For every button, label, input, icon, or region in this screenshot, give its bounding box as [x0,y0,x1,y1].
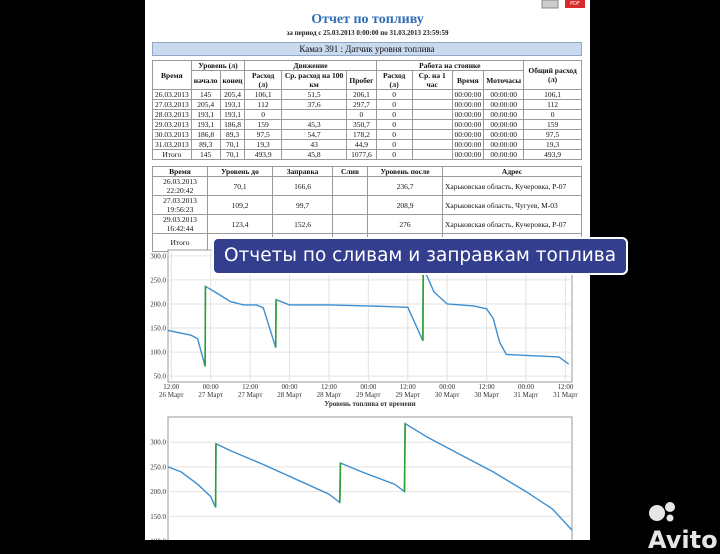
watermark-text: Avito [648,526,718,554]
x-tick-label: 31 Март [514,391,539,399]
x-tick-label: 12:00 [557,383,573,391]
x-tick-label: 29 Март [356,391,381,399]
x-tick-label: 12:00 [242,383,258,391]
y-tick-label: 200.0 [150,300,166,308]
x-tick-label: 31 Март [553,391,578,399]
x-tick-label: 12:00 [163,383,179,391]
x-tick-label: 30 Март [474,391,499,399]
x-tick-label: 00:00 [282,383,298,391]
watermark: Avito [648,498,720,554]
y-tick-label: 150.0 [150,513,166,521]
x-tick-label: 30 Март [435,391,460,399]
plot-frame [168,417,572,540]
caption-banner: Отчеты по сливам и заправкам топлива [212,237,628,275]
refuel-jump [340,463,341,503]
x-tick-label: 00:00 [203,383,219,391]
x-tick-label: 27 Март [198,391,223,399]
x-tick-label: 26 Март [159,391,184,399]
y-tick-label: 100.0 [150,349,166,357]
x-tick-label: 12:00 [479,383,495,391]
x-tick-label: 00:00 [360,383,376,391]
x-tick-label: 29 Март [395,391,420,399]
x-tick-label: 12:00 [321,383,337,391]
y-tick-label: 150.0 [150,325,166,333]
y-tick-label: 300.0 [150,439,166,447]
x-tick-label: 28 Март [277,391,302,399]
y-tick-label: 50.0 [154,373,167,381]
y-tick-label: 250.0 [150,463,166,471]
x-tick-label: 27 Март [238,391,263,399]
x-tick-label: 28 Март [317,391,342,399]
x-tick-label: 12:00 [400,383,416,391]
y-tick-label: 250.0 [150,276,166,284]
y-tick-label: 200.0 [150,488,166,496]
page: {"header":{"title":"Отчет по топливу","s… [0,0,720,540]
y-tick-label: 300.0 [150,252,166,260]
x-tick-label: 00:00 [439,383,455,391]
watermark-icon [648,499,678,523]
refuel-jump [404,423,405,491]
x-axis-title: Уровень топлива от времени [324,400,415,408]
x-tick-label: 00:00 [518,383,534,391]
